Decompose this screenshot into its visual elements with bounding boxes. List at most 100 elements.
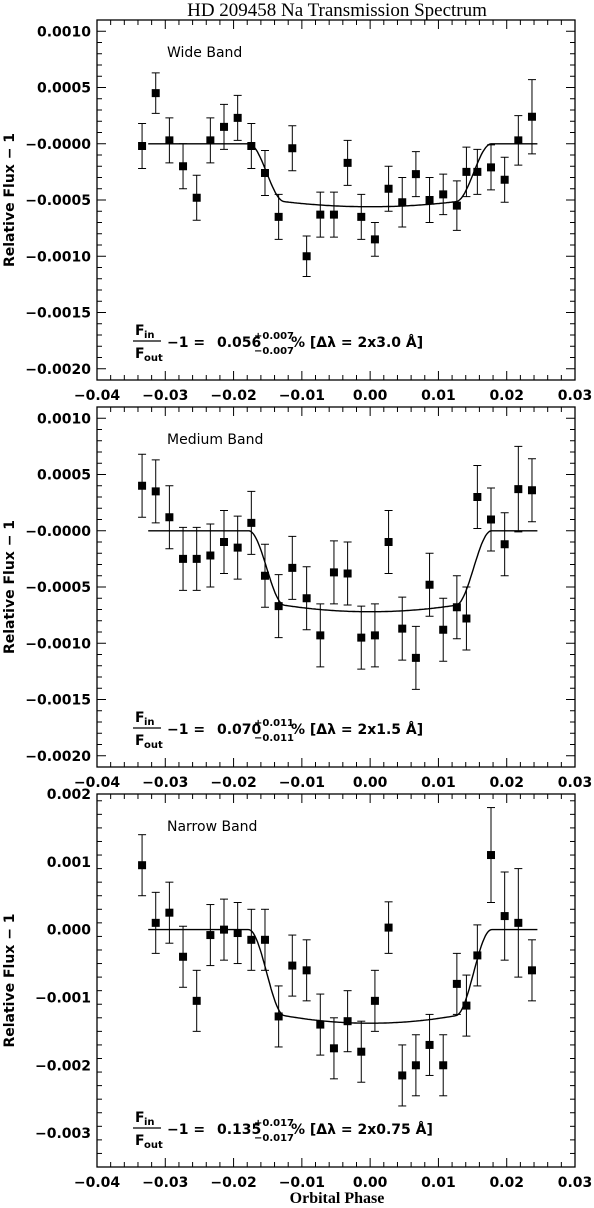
eq-denominator: F xyxy=(135,733,145,749)
x-tick-label: −0.04 xyxy=(74,1175,121,1191)
y-tick-label: −0.002 xyxy=(35,1058,91,1074)
data-point xyxy=(302,966,311,975)
data-point xyxy=(343,1017,352,1026)
data-point xyxy=(462,167,471,176)
eq-depth-value: 0.135 xyxy=(217,1122,261,1138)
x-tick-label: 0.02 xyxy=(489,1175,524,1191)
x-tick-label: 0.01 xyxy=(421,1175,456,1191)
eq-minus-one: −1 = xyxy=(167,722,205,738)
data-point xyxy=(233,543,242,552)
y-tick-label: −0.0005 xyxy=(25,580,91,596)
data-point xyxy=(260,169,269,177)
data-point xyxy=(487,851,496,860)
eq-bandwidth: % [Δλ = 2x0.75 Å] xyxy=(291,1121,433,1138)
data-point xyxy=(316,631,325,640)
data-point xyxy=(220,122,229,131)
data-point xyxy=(165,513,174,522)
band-label: Narrow Band xyxy=(167,819,257,835)
eq-error-lower: −0.011 xyxy=(254,733,294,744)
x-tick-label: −0.02 xyxy=(210,775,256,791)
data-point xyxy=(527,966,536,975)
eq-error-upper: +0.007 xyxy=(254,331,294,342)
y-axis-title: Relative Flux − 1 xyxy=(2,913,18,1047)
band-label: Wide Band xyxy=(167,45,242,61)
eq-denominator-sub: out xyxy=(144,740,163,751)
data-point xyxy=(357,633,366,642)
y-tick-label: −0.0010 xyxy=(25,636,91,652)
eq-numerator-sub: in xyxy=(144,717,155,728)
data-point xyxy=(487,163,496,172)
eq-minus-one: −1 = xyxy=(167,1122,205,1138)
data-point xyxy=(329,1044,338,1053)
data-point xyxy=(439,1061,448,1070)
y-tick-label: 0.0010 xyxy=(37,24,91,40)
x-tick-label: 0.00 xyxy=(353,388,388,404)
data-point xyxy=(514,136,523,145)
data-point xyxy=(411,653,420,662)
data-point xyxy=(452,603,461,612)
data-point xyxy=(411,1061,420,1070)
y-tick-label: −0.003 xyxy=(35,1126,91,1142)
y-axis-title: Relative Flux − 1 xyxy=(2,520,18,654)
data-point xyxy=(247,935,256,944)
data-point xyxy=(370,996,379,1005)
data-point xyxy=(302,252,311,261)
data-point xyxy=(439,625,448,634)
data-point xyxy=(233,929,242,938)
data-point xyxy=(138,481,147,490)
y-tick-label: 0.000 xyxy=(47,923,92,939)
eq-numerator-sub: in xyxy=(144,1117,155,1128)
data-point xyxy=(233,113,242,122)
x-tick-label: −0.03 xyxy=(142,388,188,404)
data-point xyxy=(370,235,379,244)
data-point xyxy=(487,515,496,524)
eq-numerator: F xyxy=(135,710,145,726)
y-tick-label: −0.0020 xyxy=(25,749,91,765)
data-point xyxy=(247,142,256,150)
x-tick-label: 0.02 xyxy=(489,388,524,404)
x-tick-label: 0.01 xyxy=(421,388,456,404)
panels-container: −0.04 −0.03 −0.02 −0.01 0.00 0.01 0.02 0.03 0.00… xyxy=(2,19,593,1191)
data-point xyxy=(151,918,160,927)
data-point xyxy=(302,594,311,603)
data-point xyxy=(398,1071,407,1080)
x-tick-label: 0.03 xyxy=(558,388,593,404)
y-tick-label: −0.0005 xyxy=(25,193,91,209)
y-tick-label: 0.002 xyxy=(47,787,91,803)
data-point xyxy=(247,518,256,527)
y-tick-label: −0.001 xyxy=(35,990,91,1006)
data-point xyxy=(425,196,434,204)
data-point xyxy=(220,538,229,546)
data-point xyxy=(192,554,201,563)
data-point xyxy=(192,193,201,202)
figure-title: HD 209458 Na Transmission Spectrum xyxy=(187,0,487,21)
y-tick-label: −0.0020 xyxy=(25,362,91,378)
data-point xyxy=(452,201,461,210)
data-point xyxy=(274,212,283,221)
eq-error-lower: −0.017 xyxy=(254,1133,294,1144)
data-point xyxy=(220,925,229,934)
chart-panel-1: −0.04 −0.03 −0.02 −0.01 0.00 0.01 0.02 0.03 0.00… xyxy=(2,19,593,404)
data-point xyxy=(500,175,509,184)
data-point xyxy=(343,569,352,578)
data-point xyxy=(370,631,379,640)
x-tick-label: −0.04 xyxy=(74,388,121,404)
data-point xyxy=(179,162,188,171)
data-point xyxy=(165,136,174,145)
data-point xyxy=(179,554,188,563)
eq-bandwidth: % [Δλ = 2x1.5 Å] xyxy=(291,721,423,738)
chart-panel-3: −0.04 −0.03 −0.02 −0.01 0.00 0.01 0.02 0.03 0.00… xyxy=(2,787,592,1191)
data-point xyxy=(165,908,174,917)
eq-denominator-sub: out xyxy=(144,1140,163,1151)
data-point xyxy=(411,170,420,179)
data-point xyxy=(500,540,509,549)
data-point xyxy=(288,144,297,153)
data-point xyxy=(527,112,536,121)
eq-numerator: F xyxy=(135,323,145,339)
data-point xyxy=(151,89,160,98)
data-point xyxy=(514,918,523,927)
data-point xyxy=(151,487,160,496)
x-tick-label: −0.01 xyxy=(279,1175,325,1191)
